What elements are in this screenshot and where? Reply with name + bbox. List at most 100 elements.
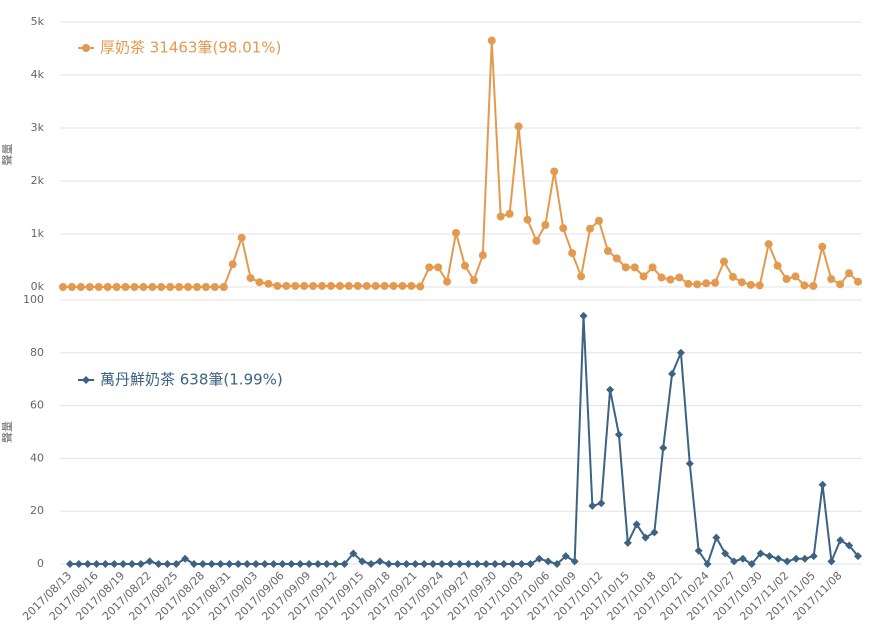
point bbox=[721, 549, 730, 558]
point bbox=[728, 272, 737, 281]
point bbox=[110, 560, 119, 568]
point bbox=[559, 224, 568, 233]
y-tick-label: 2k bbox=[31, 174, 45, 187]
point bbox=[425, 263, 434, 272]
point bbox=[76, 283, 85, 291]
point bbox=[119, 560, 128, 568]
point bbox=[192, 283, 201, 291]
point bbox=[112, 283, 121, 291]
point bbox=[83, 560, 92, 568]
point bbox=[630, 263, 639, 272]
point bbox=[349, 549, 358, 558]
point bbox=[657, 273, 666, 282]
point bbox=[702, 279, 711, 288]
point bbox=[358, 557, 367, 566]
point bbox=[67, 283, 76, 291]
point bbox=[398, 281, 407, 290]
point bbox=[163, 560, 172, 568]
point bbox=[353, 281, 362, 290]
point bbox=[318, 281, 327, 290]
y-tick-label: 40 bbox=[30, 451, 44, 464]
point bbox=[251, 560, 260, 568]
point bbox=[181, 554, 190, 563]
point bbox=[305, 560, 314, 568]
y-tick-label: 60 bbox=[30, 399, 44, 412]
point bbox=[632, 520, 641, 529]
point bbox=[59, 283, 67, 291]
point bbox=[296, 560, 305, 568]
point bbox=[287, 560, 296, 568]
point bbox=[389, 281, 398, 290]
point bbox=[783, 557, 792, 566]
point bbox=[264, 279, 273, 288]
point bbox=[588, 501, 597, 510]
point bbox=[101, 560, 110, 568]
point bbox=[411, 560, 420, 568]
point bbox=[437, 560, 446, 568]
y-tick-label: 4k bbox=[31, 68, 45, 81]
point bbox=[130, 283, 139, 291]
point bbox=[380, 281, 389, 290]
point bbox=[322, 560, 331, 568]
point bbox=[121, 283, 130, 291]
point bbox=[92, 560, 101, 568]
point bbox=[827, 275, 836, 284]
point bbox=[603, 246, 612, 255]
point bbox=[166, 283, 175, 291]
point bbox=[836, 536, 845, 545]
point bbox=[407, 281, 416, 290]
point bbox=[291, 281, 300, 290]
point bbox=[809, 552, 818, 561]
point bbox=[362, 281, 371, 290]
point bbox=[198, 560, 207, 568]
point bbox=[482, 560, 491, 568]
point bbox=[792, 554, 801, 563]
point bbox=[82, 376, 90, 384]
point bbox=[676, 348, 685, 357]
point bbox=[460, 261, 469, 270]
point bbox=[505, 209, 514, 218]
point bbox=[375, 557, 384, 566]
point bbox=[420, 560, 429, 568]
point bbox=[854, 552, 862, 561]
point bbox=[367, 560, 376, 568]
point bbox=[570, 557, 579, 566]
legend-label: 厚奶茶 31463筆(98.01%) bbox=[100, 39, 281, 57]
point bbox=[568, 249, 577, 258]
y-tick-label: 3k bbox=[31, 121, 45, 134]
point bbox=[836, 280, 845, 289]
point bbox=[313, 560, 322, 568]
point bbox=[720, 257, 729, 266]
point bbox=[127, 560, 136, 568]
point bbox=[650, 528, 659, 537]
point bbox=[550, 167, 559, 176]
point bbox=[189, 560, 198, 568]
point bbox=[452, 228, 461, 237]
point bbox=[237, 233, 246, 242]
point bbox=[623, 538, 632, 547]
point bbox=[747, 560, 756, 568]
y-axis-label: 聲量 bbox=[0, 421, 14, 443]
point bbox=[335, 281, 344, 290]
point bbox=[464, 560, 473, 568]
point bbox=[234, 560, 243, 568]
point bbox=[827, 557, 836, 566]
point bbox=[614, 430, 623, 439]
point bbox=[577, 272, 586, 281]
point bbox=[694, 546, 703, 555]
y-tick-label: 5k bbox=[31, 15, 45, 28]
point bbox=[639, 272, 648, 281]
point bbox=[300, 281, 309, 290]
point bbox=[136, 560, 145, 568]
point bbox=[703, 560, 712, 568]
point bbox=[228, 260, 237, 269]
point bbox=[712, 533, 721, 542]
point bbox=[738, 554, 747, 563]
point bbox=[552, 560, 561, 568]
point bbox=[154, 560, 163, 568]
point bbox=[175, 283, 184, 291]
point bbox=[210, 283, 219, 291]
point bbox=[434, 263, 443, 272]
point bbox=[139, 283, 148, 291]
point bbox=[216, 560, 225, 568]
